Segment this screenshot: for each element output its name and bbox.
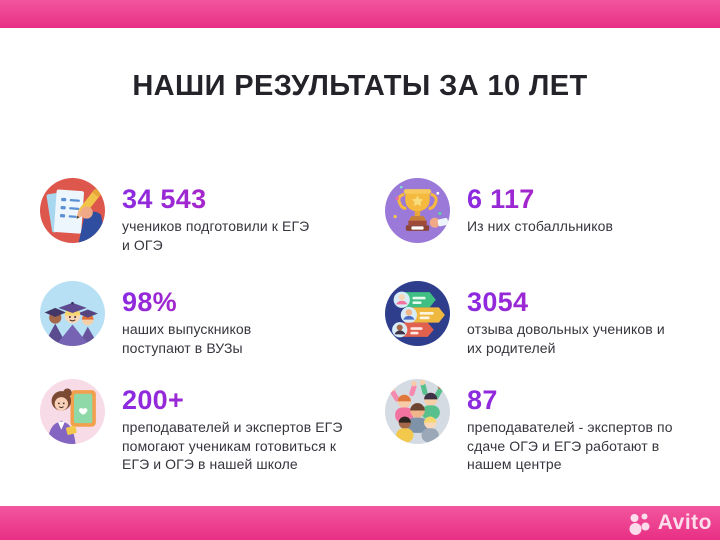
page-title: НАШИ РЕЗУЛЬТАТЫ ЗА 10 ЛЕТ (132, 70, 588, 102)
stat-description: преподавателей - экспертов по сдаче ОГЭ … (467, 419, 673, 472)
stat-value: 200+ (122, 385, 343, 416)
exam-writing-icon (40, 178, 105, 243)
stat-item-students-prepared: 34 543 учеников подготовили к ЕГЭ и ОГЭ (40, 178, 309, 254)
trophy-icon (385, 178, 450, 243)
stat-value: 87 (467, 385, 673, 416)
stat-item-university-admission: 98% наших выпускников поступают в ВУЗы (40, 281, 251, 357)
stat-item-top-scorers: 6 117 Из них стобалльников (385, 178, 613, 243)
stat-item-reviews: 3054 отзыва довольных учеников и их роди… (385, 281, 665, 357)
teacher-icon (40, 379, 105, 444)
avito-watermark: Avito (628, 509, 712, 537)
top-banner-bar (0, 0, 720, 28)
cheering-team-icon (385, 379, 450, 444)
bottom-banner-bar: Avito (0, 506, 720, 540)
stat-description: Из них стобалльников (467, 218, 614, 234)
stat-value: 6 117 (467, 184, 613, 215)
stat-value: 3054 (467, 287, 665, 318)
stat-description: преподавателей и экспертов ЕГЭ помогают … (122, 419, 343, 472)
reviews-icon (385, 281, 450, 346)
graduates-icon (40, 281, 105, 346)
stat-item-center-teachers: 87 преподавателей - экспертов по сдаче О… (385, 379, 673, 474)
stat-value: 98% (122, 287, 251, 318)
stat-description: отзыва довольных учеников и их родителей (467, 321, 665, 356)
stat-value: 34 543 (122, 184, 309, 215)
avito-logo-icon (629, 513, 650, 535)
avito-watermark-text: Avito (657, 511, 712, 534)
stat-description: наших выпускников поступают в ВУЗы (122, 321, 252, 356)
stat-item-teachers-experts: 200+ преподавателей и экспертов ЕГЭ помо… (40, 379, 343, 474)
stat-description: учеников подготовили к ЕГЭ и ОГЭ (122, 218, 310, 253)
